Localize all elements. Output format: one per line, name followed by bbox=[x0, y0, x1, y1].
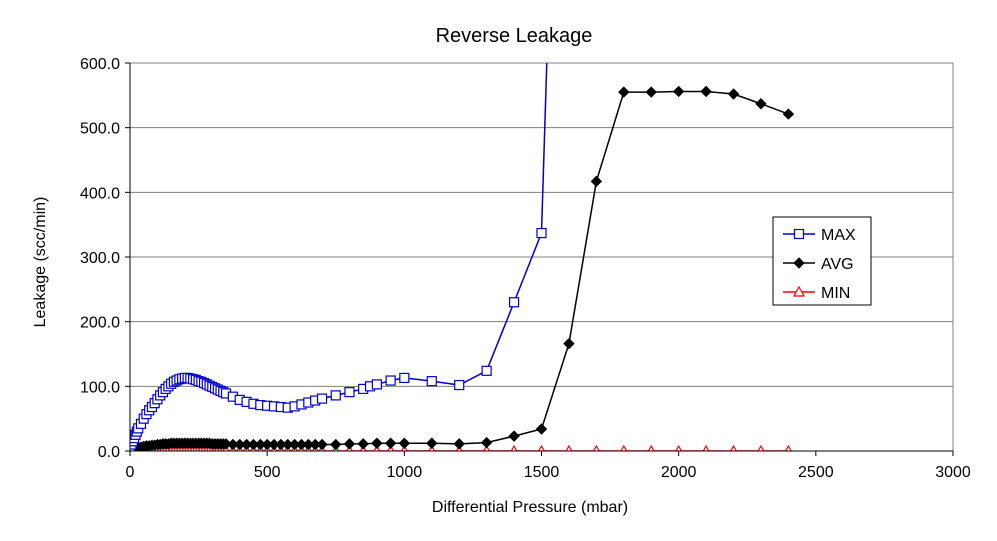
legend-box bbox=[772, 216, 872, 306]
legend-label-min: MIN bbox=[821, 285, 850, 302]
point-max bbox=[330, 390, 341, 401]
x-tick-label: 0 bbox=[126, 464, 135, 481]
point-max bbox=[344, 387, 355, 398]
point-max bbox=[481, 365, 492, 376]
point-avg bbox=[480, 436, 493, 449]
point-max bbox=[316, 393, 328, 404]
point-avg bbox=[782, 108, 795, 120]
legend-marker-max bbox=[793, 228, 805, 240]
y-tick-label: 100.0 bbox=[80, 379, 120, 396]
series-layer bbox=[130, 63, 795, 451]
point-max bbox=[508, 297, 520, 308]
point-avg bbox=[220, 438, 232, 450]
point-avg bbox=[316, 438, 328, 451]
x-axis-label: Differential Pressure (mbar) bbox=[432, 499, 628, 516]
legend-label-avg: AVG bbox=[821, 256, 854, 273]
point-max bbox=[399, 372, 410, 384]
point-max bbox=[426, 376, 437, 387]
point-avg bbox=[727, 88, 740, 100]
chart-title: Reverse Leakage bbox=[436, 25, 593, 47]
y-tick-label: 400.0 bbox=[80, 185, 120, 202]
point-avg bbox=[343, 438, 356, 450]
y-axis-label: Leakage (scc/min) bbox=[32, 197, 49, 328]
legend-label-max: MAX bbox=[821, 227, 856, 244]
point-avg bbox=[398, 437, 411, 449]
x-tick-label: 1000 bbox=[387, 464, 423, 481]
series-avg bbox=[130, 85, 795, 451]
point-avg bbox=[590, 175, 603, 188]
y-tick-label: 0.0 bbox=[98, 444, 120, 461]
point-avg bbox=[645, 86, 657, 98]
point-avg bbox=[618, 86, 630, 98]
point-avg bbox=[453, 438, 465, 450]
point-avg bbox=[672, 85, 685, 98]
series-max bbox=[130, 63, 548, 451]
gridlines bbox=[130, 127, 953, 387]
y-tick-label: 200.0 bbox=[80, 315, 120, 332]
legend-marker-min bbox=[792, 285, 806, 297]
point-max bbox=[536, 227, 547, 239]
x-tick-label: 500 bbox=[254, 464, 281, 481]
point-avg bbox=[357, 438, 369, 450]
x-tick-label: 1500 bbox=[524, 464, 560, 481]
point-avg bbox=[535, 423, 548, 435]
point-max bbox=[371, 379, 382, 390]
x-tick-label: 3000 bbox=[935, 464, 971, 481]
point-avg bbox=[508, 430, 520, 442]
point-avg bbox=[700, 85, 712, 98]
point-avg bbox=[384, 437, 397, 449]
x-tick-label: 2000 bbox=[661, 464, 697, 481]
x-axis-ticks: 0 500 1000 1500 2000 2500 3000 bbox=[126, 451, 971, 481]
y-axis-ticks: 0.0 100.0 200.0 300.0 400.0 500.0 600.0 bbox=[80, 56, 130, 461]
y-tick-label: 500.0 bbox=[80, 121, 120, 138]
legend-marker-avg bbox=[793, 257, 805, 269]
point-max bbox=[385, 375, 396, 386]
point-avg bbox=[330, 438, 342, 451]
y-tick-label: 300.0 bbox=[80, 250, 120, 267]
point-max bbox=[454, 379, 465, 391]
point-avg bbox=[426, 437, 438, 449]
y-tick-label: 600.0 bbox=[80, 56, 120, 73]
x-tick-label: 2500 bbox=[798, 464, 834, 481]
point-avg bbox=[371, 437, 383, 449]
point-avg bbox=[755, 98, 767, 110]
point-avg bbox=[563, 337, 575, 350]
legend: MAX AVG MIN bbox=[772, 216, 872, 306]
